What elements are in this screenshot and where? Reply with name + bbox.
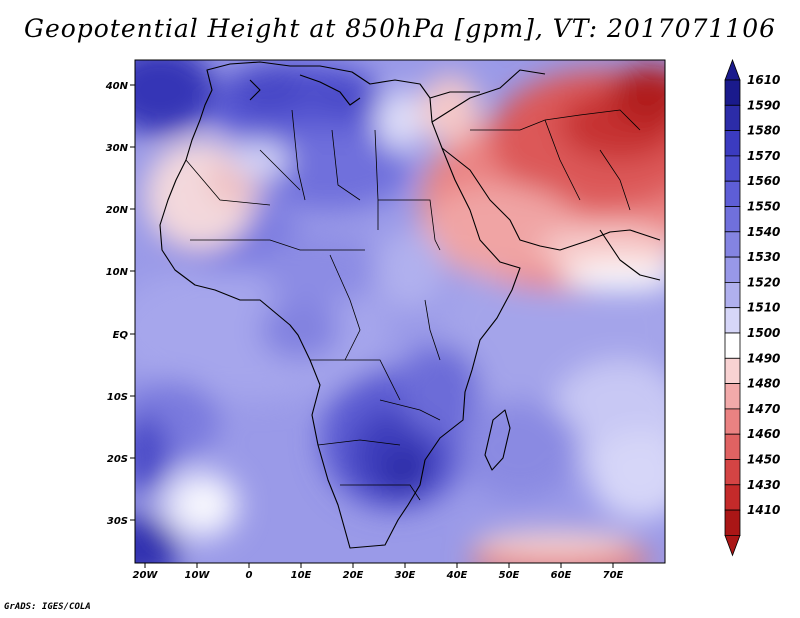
lon-label-40E: 40E bbox=[446, 570, 468, 581]
colorbar-level-label: 1450 bbox=[747, 453, 780, 467]
lon-label-60E: 60E bbox=[551, 570, 572, 581]
lat-label-EQ: EQ bbox=[113, 330, 129, 341]
lon-label-70E: 70E bbox=[603, 570, 624, 581]
colorbar-level-label: 1490 bbox=[747, 351, 780, 365]
colorbar-level-label: 1510 bbox=[747, 301, 780, 315]
chart-title: Geopotential Height at 850hPa [gpm], VT:… bbox=[23, 14, 777, 43]
colorbar-level-label: 1550 bbox=[747, 200, 780, 214]
lat-label-10S: 10S bbox=[107, 392, 128, 403]
axis-ticks bbox=[130, 84, 614, 568]
plot-frame bbox=[134, 59, 666, 564]
colorbar-swatch bbox=[724, 231, 741, 258]
colorbar-swatch bbox=[724, 307, 741, 334]
colorbar-swatch bbox=[724, 104, 741, 132]
coastlines bbox=[159, 61, 661, 549]
colorbar: 1610 1590 1580 1570 1560 1550 1540 1530 1520 1510… bbox=[724, 58, 780, 557]
colorbar-level-label: 1470 bbox=[747, 402, 780, 416]
colorbar-level-label: 1580 bbox=[747, 124, 780, 138]
colorbar-level-label: 1590 bbox=[747, 98, 780, 112]
colorbar-swatch bbox=[724, 484, 741, 511]
colorbar-level-label: 1480 bbox=[747, 377, 780, 391]
lon-label-0: 0 bbox=[246, 570, 253, 581]
colorbar-swatch bbox=[724, 79, 741, 106]
colorbar-swatch bbox=[724, 408, 741, 435]
colorbar-level-label: 1500 bbox=[747, 326, 780, 340]
lon-label-20E: 20E bbox=[343, 570, 364, 581]
colorbar-swatch bbox=[724, 130, 741, 157]
lat-label-30S: 30S bbox=[107, 516, 128, 527]
lat-label-30N: 30N bbox=[106, 143, 129, 154]
lat-label-10N: 10N bbox=[106, 267, 129, 278]
colorbar-level-label: 1520 bbox=[747, 275, 780, 289]
lat-label-20S: 20S bbox=[107, 454, 128, 465]
colorbar-swatch bbox=[724, 281, 741, 309]
lon-label-30E: 30E bbox=[395, 570, 416, 581]
lon-label-10W: 10W bbox=[185, 570, 211, 581]
colorbar-level-label: 1410 bbox=[747, 503, 780, 517]
colorbar-swatch bbox=[724, 459, 741, 486]
colorbar-level-label: 1460 bbox=[747, 427, 780, 441]
colorbar-swatch bbox=[724, 206, 741, 233]
lon-label-20W: 20W bbox=[133, 570, 159, 581]
colorbar-level-label: 1530 bbox=[747, 250, 780, 264]
colorbar-level-label: 1570 bbox=[747, 149, 780, 163]
colorbar-swatch bbox=[724, 332, 741, 359]
colorbar-arrow-top bbox=[724, 58, 741, 81]
colorbar-arrow-bottom bbox=[724, 535, 741, 557]
colorbar-level-label: 1560 bbox=[747, 174, 780, 188]
lon-label-50E: 50E bbox=[499, 570, 520, 581]
colorbar-level-label: 1540 bbox=[747, 225, 780, 239]
latitude-labels: 40N 30N 20N 10N EQ 10S 20S 30S bbox=[105, 81, 129, 527]
colorbar-swatch bbox=[724, 357, 741, 384]
lon-label-10E: 10E bbox=[291, 570, 312, 581]
colorbar-swatch bbox=[724, 433, 741, 460]
height-field bbox=[135, 60, 665, 563]
colorbar-swatch bbox=[724, 509, 741, 536]
colorbar-swatch bbox=[724, 383, 741, 410]
colorbar-swatch bbox=[724, 256, 741, 283]
colorbar-swatch bbox=[724, 155, 741, 182]
country-borders bbox=[185, 109, 641, 501]
lat-label-20N: 20N bbox=[106, 205, 129, 216]
lat-label-40N: 40N bbox=[105, 81, 129, 92]
colorbar-level-label: 1430 bbox=[747, 478, 780, 492]
longitude-labels: 20W 10W 0 10E 20E 30E 40E 50E 60E 70E bbox=[133, 570, 624, 581]
colorbar-swatch bbox=[724, 180, 741, 207]
colorbar-level-label: 1610 bbox=[747, 73, 780, 87]
grads-credit: GrADS: IGES/COLA bbox=[4, 602, 91, 612]
